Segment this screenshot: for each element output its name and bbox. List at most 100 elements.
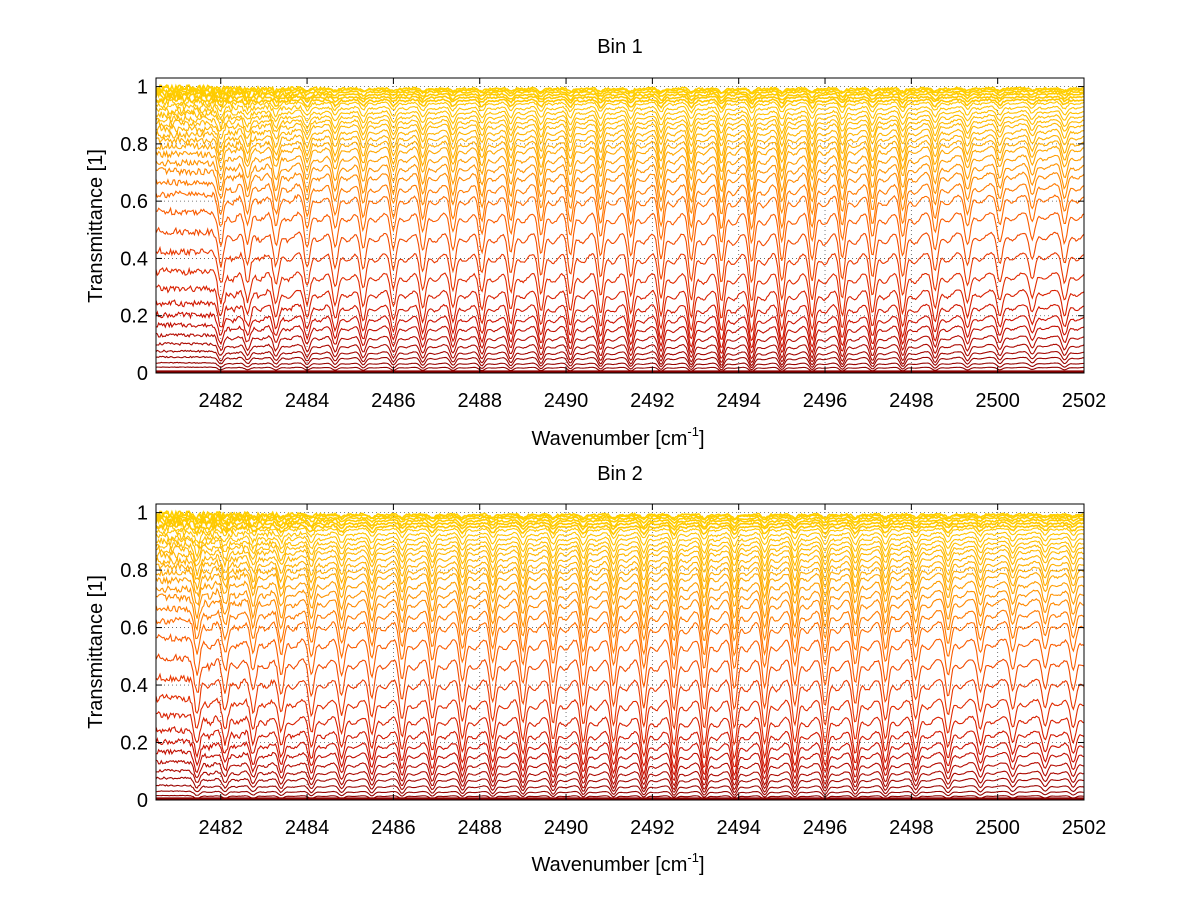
series-line bbox=[155, 509, 1085, 521]
x-tick-label: 2490 bbox=[544, 817, 589, 839]
series-line bbox=[155, 83, 1085, 95]
series-line bbox=[155, 114, 1085, 141]
series-line bbox=[155, 124, 1085, 156]
y-tick-label: 0.2 bbox=[120, 306, 148, 328]
series-line bbox=[155, 726, 1085, 770]
x-tick-label: 2494 bbox=[716, 817, 761, 839]
series-line bbox=[155, 535, 1085, 561]
series-line bbox=[155, 135, 1085, 174]
x-tick-label: 2498 bbox=[889, 817, 934, 839]
x-tick-label: 2500 bbox=[975, 817, 1020, 839]
y-tick-label: 0.2 bbox=[120, 733, 148, 755]
series-line bbox=[155, 523, 1085, 540]
series-line bbox=[155, 544, 1085, 574]
x-tick-label: 2486 bbox=[371, 390, 416, 412]
series-line bbox=[155, 748, 1085, 782]
y-tick-label: 0.4 bbox=[120, 675, 148, 697]
series-line bbox=[155, 632, 1085, 690]
series-line bbox=[155, 118, 1085, 148]
series-line bbox=[155, 672, 1085, 731]
grid bbox=[156, 78, 1085, 374]
series-line bbox=[155, 299, 1085, 342]
x-tick-label: 2490 bbox=[544, 390, 589, 412]
series-line bbox=[155, 149, 1085, 193]
series-line bbox=[155, 226, 1085, 284]
y-tick-label: 0.6 bbox=[120, 618, 148, 640]
series-line bbox=[155, 759, 1085, 787]
x-ticks: 2482 2484 2486 2488 2490 2492 2494 2496 2498 2500… bbox=[198, 504, 1106, 839]
series-line bbox=[155, 266, 1085, 319]
x-tick-label: 2494 bbox=[716, 390, 761, 412]
chart-bin-2: Bin 2 2482 2484 2486 2488 2490 2492 2494 2496 24… bbox=[85, 463, 1106, 876]
x-tick-label: 2500 bbox=[975, 390, 1020, 412]
y-tick-label: 0.4 bbox=[120, 248, 148, 270]
series-line bbox=[155, 245, 1085, 302]
series-line bbox=[155, 366, 1085, 372]
x-tick-label: 2484 bbox=[285, 817, 330, 839]
series-line bbox=[155, 776, 1085, 794]
series-line bbox=[155, 527, 1085, 548]
series-line bbox=[155, 310, 1085, 349]
y-tick-label: 0 bbox=[137, 363, 148, 385]
series-line bbox=[155, 512, 1085, 526]
series-line bbox=[155, 97, 1085, 114]
series-line bbox=[155, 514, 1085, 529]
y-tick-label: 0.6 bbox=[120, 191, 148, 213]
x-tick-label: 2492 bbox=[630, 817, 675, 839]
series-line bbox=[155, 540, 1085, 568]
x-tick-label: 2496 bbox=[803, 817, 848, 839]
x-tick-label: 2492 bbox=[630, 390, 675, 412]
series-line bbox=[155, 550, 1085, 584]
chart-title: Bin 1 bbox=[597, 36, 643, 58]
series-line bbox=[155, 141, 1085, 182]
series-line bbox=[155, 532, 1085, 555]
series-line bbox=[155, 575, 1085, 621]
x-tick-label: 2484 bbox=[285, 390, 330, 412]
chart-title: Bin 2 bbox=[597, 463, 643, 485]
x-tick-label: 2488 bbox=[457, 817, 502, 839]
series-group bbox=[155, 83, 1085, 374]
series-line bbox=[155, 567, 1085, 608]
series-line bbox=[155, 349, 1085, 367]
y-tick-label: 0.8 bbox=[120, 560, 148, 582]
series-line bbox=[155, 321, 1085, 355]
series-line bbox=[155, 93, 1085, 110]
series-line bbox=[155, 178, 1085, 231]
series-line bbox=[155, 604, 1085, 657]
x-tick-label: 2482 bbox=[198, 390, 243, 412]
series-line bbox=[155, 768, 1085, 791]
series-line bbox=[155, 584, 1085, 632]
x-tick-label: 2488 bbox=[457, 390, 502, 412]
series-line bbox=[155, 167, 1085, 216]
series-line bbox=[155, 593, 1085, 642]
series-line bbox=[155, 109, 1085, 135]
y-tick-label: 0.8 bbox=[120, 134, 148, 156]
series-line bbox=[155, 332, 1085, 360]
series-line bbox=[155, 711, 1085, 761]
y-ticks: 0 0.2 0.4 0.6 0.8 1 bbox=[120, 503, 1084, 812]
series-line bbox=[155, 361, 1085, 371]
series-line bbox=[155, 129, 1085, 165]
x-tick-label: 2486 bbox=[371, 817, 416, 839]
x-tick-label: 2496 bbox=[803, 390, 848, 412]
series-line bbox=[155, 736, 1085, 777]
y-ticks: 0 0.2 0.4 0.6 0.8 1 bbox=[120, 77, 1084, 385]
series-line bbox=[155, 693, 1085, 747]
series-line bbox=[155, 555, 1085, 592]
x-ticks: 2482 2484 2486 2488 2490 2492 2494 2496 2498 2500… bbox=[198, 78, 1106, 412]
x-axis-label: Wavenumber [cm-1] bbox=[531, 850, 704, 876]
series-line bbox=[155, 790, 1085, 798]
series-line bbox=[155, 190, 1085, 245]
y-tick-label: 1 bbox=[137, 77, 148, 99]
series-line bbox=[155, 653, 1085, 712]
chart-bin-1: Bin 1 2482 2484 2486 2488 2490 2492 2494 2496 24… bbox=[85, 36, 1106, 450]
y-axis-label: Transmittance [1] bbox=[85, 149, 107, 303]
y-axis-label: Transmittance [1] bbox=[85, 575, 107, 729]
series-line bbox=[155, 206, 1085, 263]
y-tick-label: 0 bbox=[137, 790, 148, 812]
series-line bbox=[155, 284, 1085, 334]
y-tick-label: 1 bbox=[137, 503, 148, 525]
series-line bbox=[155, 87, 1085, 103]
series-line bbox=[155, 106, 1085, 128]
